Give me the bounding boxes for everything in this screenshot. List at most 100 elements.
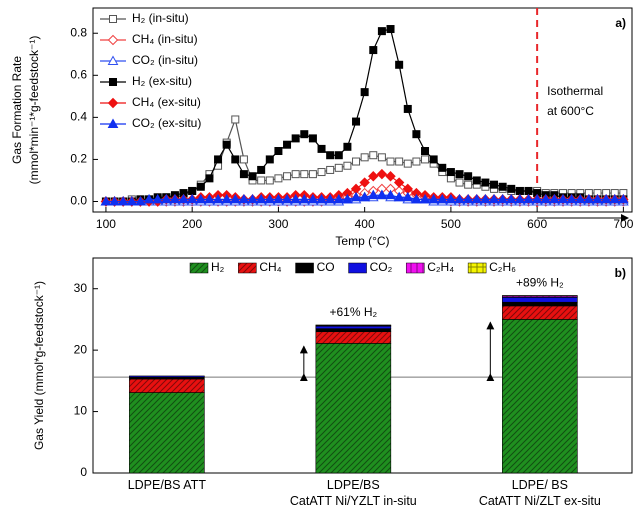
y-tick-label: 0.2 [70,152,87,166]
legend-swatch [295,262,314,274]
marker [497,193,508,204]
bar-segment [502,305,578,320]
marker [231,155,240,164]
marker [135,195,146,206]
marker [549,193,560,204]
marker [300,170,309,179]
marker [464,172,473,181]
marker [169,193,181,204]
marker [566,193,577,204]
marker [342,193,353,204]
marker [393,191,405,202]
marker [505,193,517,204]
marker [429,155,438,164]
marker [583,193,595,204]
marker [214,155,223,164]
marker [247,193,258,204]
legend-label: CO₂ (in-situ) [132,53,198,67]
bar-segment [315,328,392,333]
marker [107,97,119,109]
marker [100,195,112,206]
marker [221,193,233,204]
marker [600,193,612,204]
annotation: Isothermal [547,84,603,98]
marker [239,155,248,164]
legend-label: CO₂ (ex-situ) [132,116,201,130]
marker [317,144,326,153]
marker [350,191,362,202]
marker [283,140,292,149]
x-tick-label: 600 [527,217,547,231]
legend-swatch [238,262,257,274]
marker [498,182,507,191]
marker [188,186,197,195]
marker [326,151,335,160]
x-tick-label: LDPE/BS CatATT Ni/YZLT in-situ [289,478,417,508]
marker [281,193,293,204]
marker [308,134,317,143]
marker [186,193,198,204]
marker [369,151,378,160]
marker [212,193,224,204]
marker [324,193,336,204]
marker [291,134,300,143]
marker [239,170,248,179]
marker [152,193,164,204]
marker [376,168,388,180]
marker [333,193,345,204]
marker [283,172,292,181]
legend-swatch [467,262,487,274]
marker [507,184,516,193]
marker [160,193,172,204]
marker [107,34,119,46]
marker [360,153,369,162]
marker [402,191,414,202]
marker [264,193,276,204]
legend-label: C₂H₄ [427,260,454,274]
bar-segment [315,331,392,344]
marker [109,78,117,86]
marker [367,189,379,200]
bar-segment [129,392,205,474]
marker [480,193,491,204]
legend-label: CO₂ [370,260,393,274]
marker [523,193,534,204]
y-tick-label: 10 [74,404,88,418]
legend-label: H₂ [211,260,225,274]
marker [143,193,155,204]
marker [205,174,214,183]
x-tick-label: 300 [268,217,288,231]
marker [117,195,129,206]
marker [464,180,473,189]
marker [455,178,464,187]
bar-segment [315,324,392,326]
marker [343,161,352,170]
marker [290,193,302,204]
marker [395,157,404,166]
marker [274,147,283,156]
marker [368,171,379,182]
marker [307,193,319,204]
marker [308,170,317,179]
marker [248,172,257,181]
y-tick-label: 0.6 [70,67,87,81]
legend-label: CH₄ [259,260,281,274]
marker [265,176,274,185]
marker [446,168,455,177]
bar-segment [129,378,205,393]
y-axis-label: Gas Yield (mmol*g-feedstock⁻¹) [32,281,46,450]
plot-frame [92,7,633,213]
marker [438,163,447,172]
marker [412,130,421,139]
marker [195,193,207,204]
legend-label: C₂H₆ [489,260,516,274]
bar-segment [315,343,392,474]
marker [298,193,310,204]
marker [369,46,378,55]
bar-segment [502,297,578,303]
marker [436,193,448,204]
marker [377,27,386,36]
legend-swatch [405,262,425,274]
marker [445,193,457,204]
